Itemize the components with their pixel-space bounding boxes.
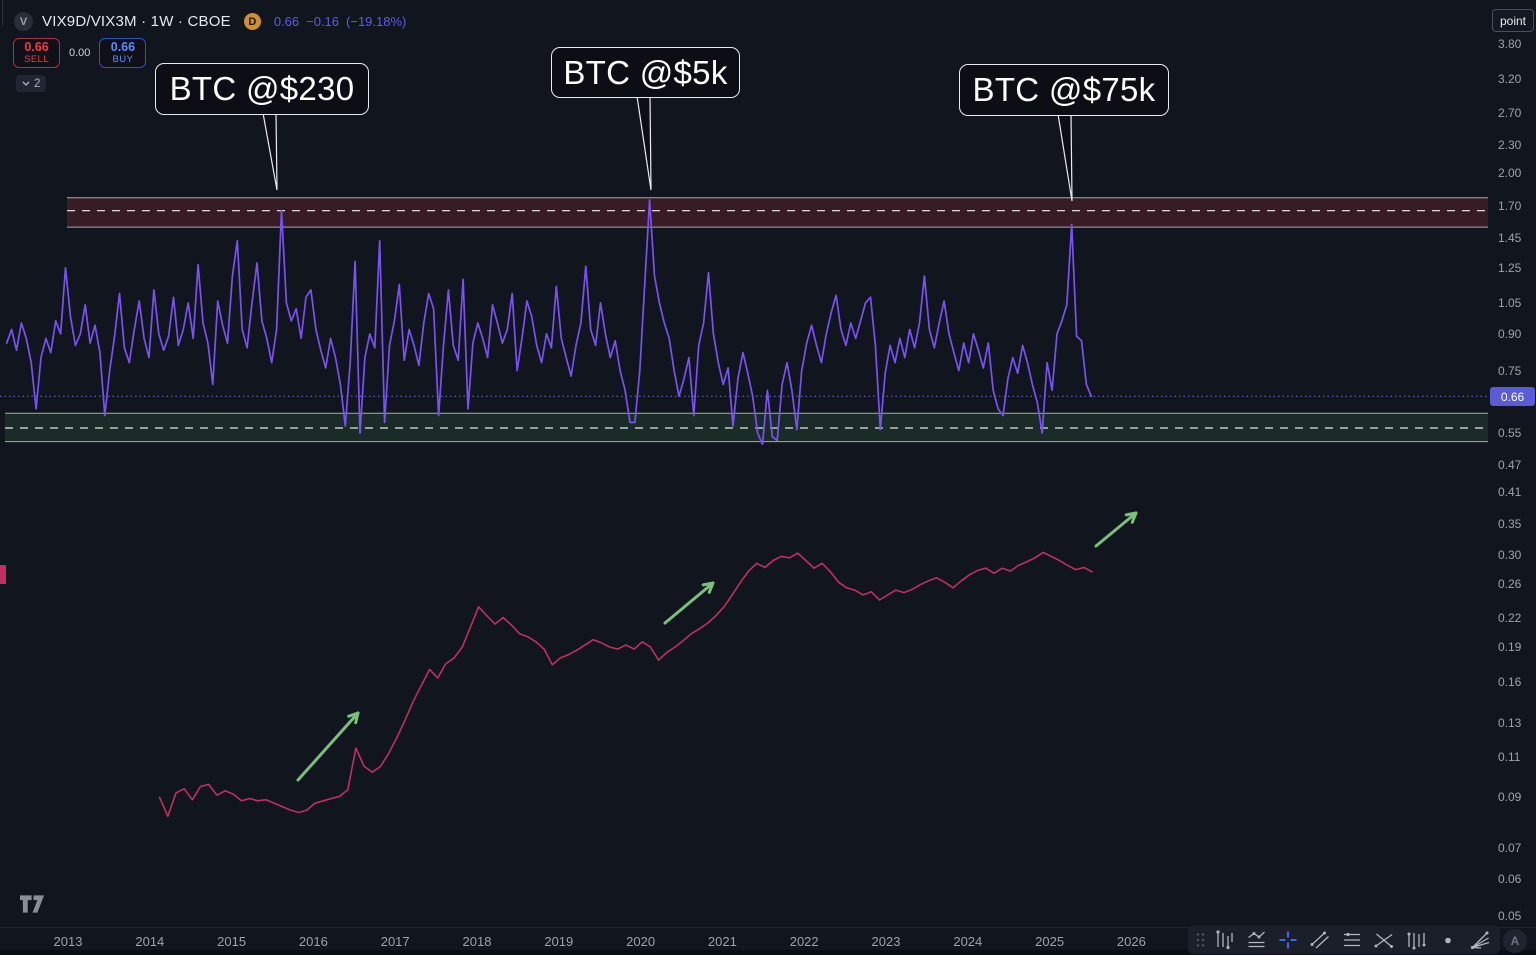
price-change: −0.16	[306, 14, 340, 29]
pane-corner-line	[2, 0, 3, 26]
year-label: 2015	[217, 934, 247, 949]
series-line-1	[158, 551, 1093, 818]
polyline-levels-icon[interactable]	[1240, 926, 1271, 953]
price-tick: 0.09	[1498, 790, 1522, 805]
series-line-0	[5, 199, 1093, 446]
price-change-percent: (−19.18%)	[346, 14, 407, 29]
year-label: 2026	[1116, 934, 1146, 949]
trend-arrow-head	[1130, 511, 1138, 524]
current-price-badge: 0.66	[1490, 387, 1535, 406]
year-label: 2017	[380, 934, 410, 949]
vertical-polyline-icon[interactable]	[1400, 926, 1431, 953]
price-tick: 0.26	[1498, 576, 1522, 591]
year-label: 2016	[298, 934, 328, 949]
legend-values: 0.66 −0.16 (−19.18%)	[274, 14, 407, 29]
collapse-count: 2	[34, 77, 41, 90]
bottom-edge-strip	[0, 950, 1536, 955]
buy-price: 0.66	[110, 39, 136, 54]
price-tick: 1.70	[1498, 198, 1522, 213]
trend-fan-icon[interactable]	[1464, 926, 1495, 953]
price-tick: 3.80	[1498, 37, 1522, 51]
resolution-badge-icon[interactable]: D	[243, 13, 261, 30]
year-label: 2018	[462, 934, 492, 949]
price-tick: 1.45	[1498, 230, 1522, 245]
year-label: 2025	[1035, 934, 1065, 949]
trend-arrow-1[interactable]	[663, 581, 715, 625]
price-tick: 3.20	[1498, 71, 1522, 86]
buy-button[interactable]: 0.66 BUY	[99, 38, 147, 68]
year-label: 2024	[953, 934, 983, 949]
auto-scale-button[interactable]: A	[1503, 929, 1527, 953]
price-tick: 1.05	[1498, 295, 1522, 310]
price-tick: 1.25	[1498, 260, 1522, 275]
legend-collapse-button[interactable]: 2	[16, 75, 47, 92]
price-tick: 0.22	[1498, 610, 1522, 625]
trade-panel: 0.66 SELL 0.00 0.66 BUY	[13, 38, 147, 68]
price-tick: 0.35	[1498, 517, 1522, 531]
price-tick: 0.05	[1498, 908, 1522, 923]
symbol-logo-icon: V	[14, 12, 33, 31]
price-tick: 0.30	[1498, 548, 1522, 563]
price-tick: 0.13	[1498, 716, 1522, 731]
price-callout-0[interactable]: BTC @$230	[155, 63, 369, 115]
dot-brush-icon[interactable]	[1432, 926, 1463, 953]
trend-arrow-0[interactable]	[296, 711, 360, 782]
sell-price: 0.66	[24, 39, 49, 54]
crosshair-icon[interactable]	[1272, 926, 1303, 953]
trend-arrow-2[interactable]	[1094, 511, 1138, 548]
price-tick: 0.19	[1498, 640, 1522, 654]
price-tick: 0.11	[1498, 750, 1521, 764]
price-tick: 0.41	[1498, 485, 1522, 500]
year-label: 2022	[789, 934, 819, 949]
spread-value: 0.00	[69, 47, 91, 59]
chevron-down-icon	[22, 81, 30, 86]
price-tick: 2.00	[1498, 166, 1522, 181]
price-tick: 0.75	[1498, 363, 1522, 378]
year-label: 2014	[135, 934, 165, 949]
buy-label: BUY	[112, 53, 134, 65]
price-callout-2[interactable]: BTC @$75k	[959, 64, 1169, 116]
crossed-trendlines-icon[interactable]	[1368, 926, 1399, 953]
symbol-title[interactable]: VIX9D/VIX3M · 1W · CBOE	[42, 13, 231, 30]
year-label: 2023	[871, 934, 901, 949]
overlay-series-left-tag	[0, 565, 6, 584]
price-axis-unit-button[interactable]: point	[1492, 9, 1534, 32]
trend-arrow-head	[707, 581, 715, 594]
price-tick: 2.30	[1498, 138, 1522, 152]
upper-alert-band[interactable]	[67, 197, 1488, 228]
year-label: 2013	[53, 934, 83, 949]
price-tick: 2.70	[1498, 105, 1522, 120]
time-axis[interactable]: 2013 2014 2015 2016 2017 2018 2019 2020 2021 2022…	[0, 927, 1536, 951]
price-tick: 0.06	[1498, 872, 1522, 886]
tradingview-logo-icon[interactable]	[20, 895, 47, 918]
price-callout-1[interactable]: BTC @$5k	[551, 47, 740, 98]
callout-tail-0	[262, 112, 278, 191]
bars-pattern-icon[interactable]	[1208, 926, 1239, 953]
favorite-drawings-toolbar	[1188, 925, 1500, 954]
year-label: 2020	[626, 934, 656, 949]
year-label: 2021	[707, 934, 737, 949]
callout-tail-2	[1057, 113, 1073, 202]
sell-label: SELL	[24, 53, 49, 65]
callout-tail-1	[636, 95, 652, 191]
parallel-channel-icon[interactable]	[1304, 926, 1335, 953]
price-tick: 0.16	[1498, 674, 1522, 689]
price-tick: 0.47	[1498, 457, 1522, 472]
toolbar-drag-handle[interactable]	[1193, 926, 1207, 953]
trend-arrow-head	[354, 711, 360, 725]
horizontal-lines-icon[interactable]	[1336, 926, 1367, 953]
price-tick: 0.07	[1498, 841, 1522, 855]
symbol-legend: V VIX9D/VIX3M · 1W · CBOE D 0.66 −0.16 (…	[14, 12, 406, 31]
price-axis[interactable]: 3.80 3.20 2.70 2.30 2.00 1.70 1.45 1.25 1.05 0.90…	[1490, 0, 1536, 955]
price-tick: 0.55	[1498, 426, 1522, 440]
last-price: 0.66	[273, 14, 300, 29]
year-label: 2019	[544, 934, 574, 949]
sell-button[interactable]: 0.66 SELL	[13, 38, 60, 68]
price-tick: 0.90	[1498, 326, 1522, 341]
